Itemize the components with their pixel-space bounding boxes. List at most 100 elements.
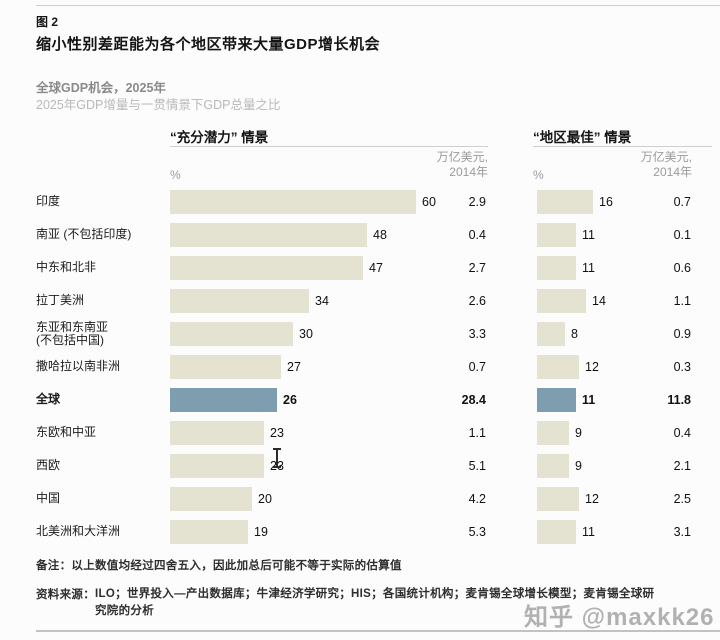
best-in-region-bar-zone: 12	[537, 486, 637, 511]
best-in-region-bar-zone: 11	[537, 255, 637, 280]
panel-header-underline-right	[533, 146, 712, 147]
axis-unit-percent-left: %	[170, 168, 181, 182]
panel-header-underline-left	[170, 146, 488, 147]
full-potential-trillion-value: 0.7	[468, 359, 486, 374]
chart-rows: 印度 60 2.9 16 0.7 南亚 (不包括印度) 48 0.4	[36, 185, 696, 548]
source-label: 资料来源：	[36, 589, 95, 601]
chart-subtitle-secondary: 2025年GDP增量与一贯情景下GDP总量之比	[36, 98, 281, 112]
table-row: 西欧 23 5.1 9 2.1	[36, 449, 696, 482]
region-label: 北美洲和大洋洲	[36, 524, 121, 538]
best-in-region-trillion-value: 0.9	[673, 326, 691, 341]
full-potential-bar-zone: 60	[170, 189, 440, 214]
region-label: 中国	[36, 491, 61, 505]
best-in-region-trillion-value: 2.1	[673, 458, 691, 473]
region-label: 南亚 (不包括印度)	[36, 227, 132, 241]
full-potential-pct-value: 60	[422, 194, 436, 209]
full-potential-bar-zone: 27	[170, 354, 440, 379]
page-title: 缩小性别差距能为各个地区带来大量GDP增长机会	[36, 36, 381, 53]
best-in-region-trillion-value: 1.1	[673, 293, 691, 308]
full-potential-bar-zone: 47	[170, 255, 440, 280]
bottom-divider	[36, 630, 720, 632]
full-potential-pct-value: 30	[299, 326, 313, 341]
full-potential-bar-zone: 19	[170, 519, 440, 544]
table-row: 印度 60 2.9 16 0.7	[36, 185, 696, 218]
best-in-region-trillion-value: 0.1	[673, 227, 691, 242]
full-potential-pct-value: 48	[373, 227, 387, 242]
best-in-region-pct-value: 12	[585, 359, 599, 374]
table-row: 撒哈拉以南非洲 27 0.7 12 0.3	[36, 350, 696, 383]
region-label-line2: (不包括中国)	[36, 332, 104, 347]
best-in-region-bar	[537, 486, 579, 511]
full-potential-trillion-value: 28.4	[461, 392, 486, 407]
table-row: 中国 20 4.2 12 2.5	[36, 482, 696, 515]
full-potential-bar-zone: 20	[170, 486, 440, 511]
full-potential-bar-zone: 26	[170, 387, 440, 412]
full-potential-bar	[170, 288, 309, 313]
best-in-region-bar	[537, 453, 569, 478]
best-in-region-bar	[537, 354, 579, 379]
best-in-region-pct-value: 8	[571, 326, 578, 341]
best-in-region-trillion-value: 11.8	[667, 392, 691, 407]
full-potential-bar	[170, 255, 363, 280]
best-in-region-trillion-value: 3.1	[673, 524, 691, 539]
best-in-region-pct-value: 9	[575, 425, 582, 440]
best-in-region-trillion-value: 0.4	[673, 425, 691, 440]
best-in-region-bar-zone: 11	[537, 387, 637, 412]
region-label: 全球	[36, 392, 61, 406]
best-in-region-pct-value: 11	[582, 260, 595, 275]
axis-unit-percent-right: %	[533, 168, 544, 182]
axis-unit-trillion-left: 万亿美元, 2014年	[436, 150, 488, 179]
full-potential-pct-value: 47	[369, 260, 383, 275]
region-label: 拉丁美洲	[36, 293, 85, 307]
full-potential-pct-value: 20	[258, 491, 272, 506]
full-potential-bar-zone: 30	[170, 321, 440, 346]
footnote-remark: 备注：以上数值均经过四舍五入，因此加总后可能不等于实际的估算值	[36, 560, 402, 572]
source-body: ILO；世界投入—产出数据库；牛津经济学研究；HIS；各国统计机构；麦肯锡全球增…	[95, 588, 655, 617]
table-row: 东欧和中亚 23 1.1 9 0.4	[36, 416, 696, 449]
chart-subtitle-main: 全球GDP机会，2025年	[36, 81, 166, 95]
full-potential-bar-zone: 23	[170, 420, 440, 445]
best-in-region-trillion-value: 2.5	[673, 491, 691, 506]
best-in-region-bar-zone: 11	[537, 222, 637, 247]
best-in-region-trillion-value: 0.3	[673, 359, 691, 374]
full-potential-bar-zone: 34	[170, 288, 440, 313]
best-in-region-bar-zone: 14	[537, 288, 637, 313]
full-potential-bar-zone: 48	[170, 222, 440, 247]
best-in-region-pct-value: 11	[582, 392, 596, 407]
best-in-region-trillion-value: 0.7	[673, 194, 691, 209]
full-potential-bar	[170, 354, 281, 379]
table-row: 东亚和东南亚 (不包括中国) 30 3.3 8 0.9	[36, 317, 696, 350]
best-in-region-bar	[537, 387, 576, 412]
best-in-region-trillion-value: 0.6	[673, 260, 691, 275]
full-potential-trillion-value: 1.1	[468, 425, 486, 440]
best-in-region-pct-value: 11	[582, 227, 595, 242]
full-potential-trillion-value: 2.9	[468, 194, 486, 209]
axis-unit-trillion-right: 万亿美元, 2014年	[640, 150, 692, 179]
best-in-region-pct-value: 9	[575, 458, 582, 473]
best-in-region-bar-zone: 9	[537, 453, 637, 478]
full-potential-bar	[170, 321, 293, 346]
best-in-region-bar-zone: 16	[537, 189, 637, 214]
full-potential-trillion-value: 0.4	[468, 227, 486, 242]
region-label: 撒哈拉以南非洲	[36, 359, 121, 373]
region-label: 印度	[36, 194, 61, 208]
best-in-region-bar	[537, 519, 576, 544]
panel-header-full-potential: “充分潜力” 情景	[170, 130, 269, 145]
figure-number: 图 2	[36, 15, 59, 29]
full-potential-pct-value: 34	[315, 293, 329, 308]
full-potential-pct-value: 27	[287, 359, 301, 374]
table-row: 拉丁美洲 34 2.6 14 1.1	[36, 284, 696, 317]
full-potential-bar	[170, 222, 367, 247]
ibeam-cursor-icon	[272, 448, 282, 468]
full-potential-bar	[170, 420, 264, 445]
best-in-region-pct-value: 12	[585, 491, 599, 506]
best-in-region-bar	[537, 255, 576, 280]
region-label: 中东和北非	[36, 260, 97, 274]
best-in-region-bar	[537, 420, 569, 445]
best-in-region-pct-value: 11	[582, 524, 595, 539]
best-in-region-bar	[537, 288, 586, 313]
region-label: 西欧	[36, 458, 61, 472]
table-row: 全球 26 28.4 11 11.8	[36, 383, 696, 416]
best-in-region-bar	[537, 189, 593, 214]
